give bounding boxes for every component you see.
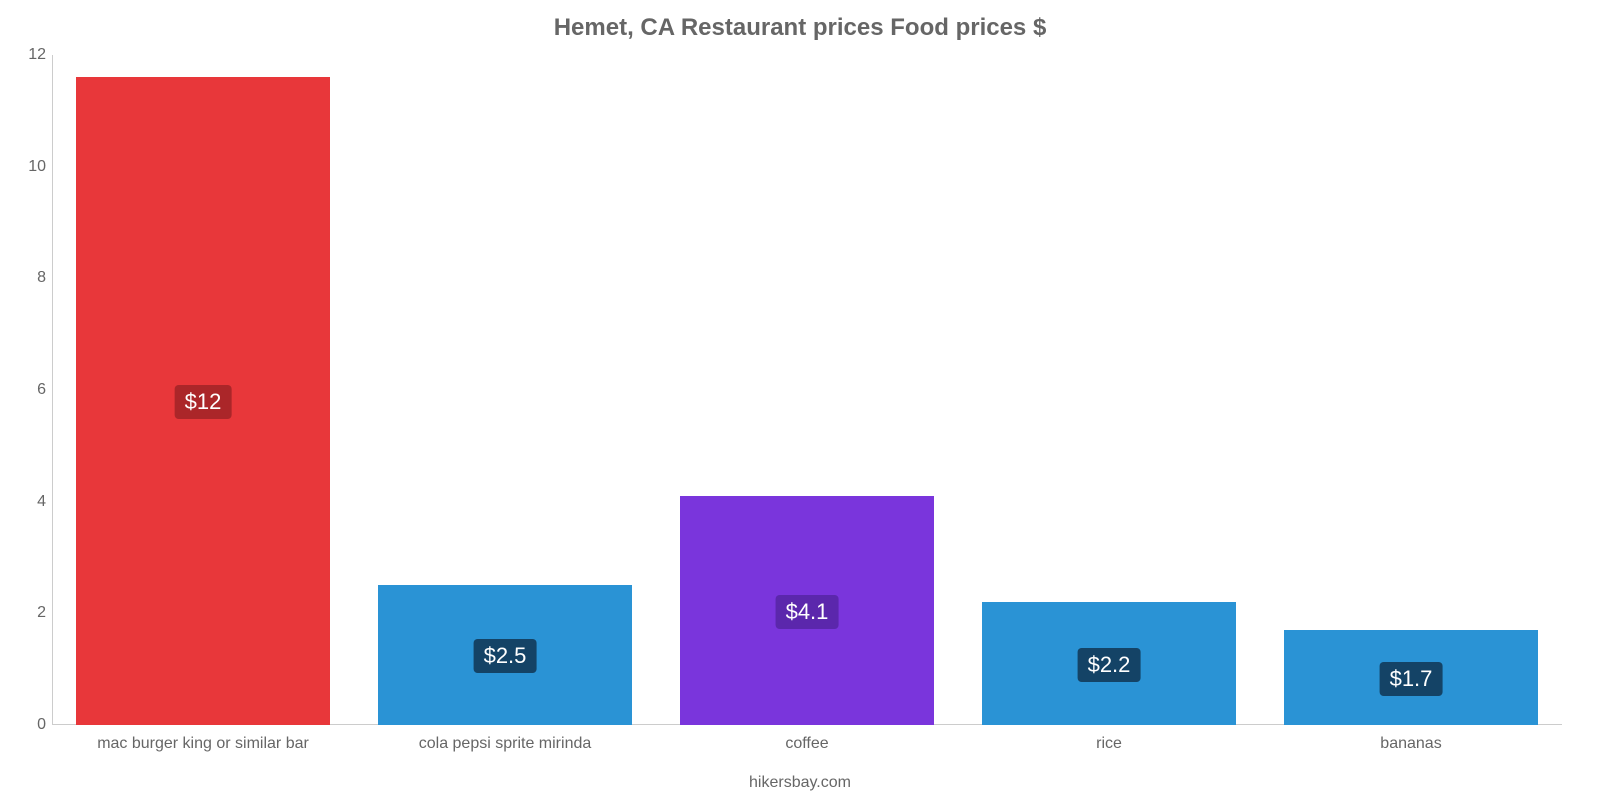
x-tick-label: cola pepsi sprite mirinda xyxy=(419,735,592,753)
y-tick-label: 4 xyxy=(12,493,46,511)
chart-plot-area: 024681012$12mac burger king or similar b… xyxy=(52,55,1562,725)
chart-footer: hikersbay.com xyxy=(0,774,1600,792)
bar-value-label: $2.5 xyxy=(474,639,537,673)
bar-value-label: $12 xyxy=(175,385,232,419)
x-tick-label: mac burger king or similar bar xyxy=(97,735,309,753)
y-tick-label: 10 xyxy=(12,158,46,176)
x-tick-label: coffee xyxy=(785,735,828,753)
bar-value-label: $1.7 xyxy=(1380,662,1443,696)
bar-value-label: $4.1 xyxy=(776,595,839,629)
x-tick-label: rice xyxy=(1096,735,1122,753)
y-tick-label: 12 xyxy=(12,46,46,64)
bar-value-label: $2.2 xyxy=(1078,648,1141,682)
y-tick-label: 6 xyxy=(12,381,46,399)
y-tick-label: 0 xyxy=(12,716,46,734)
y-axis-line xyxy=(52,55,53,725)
x-tick-label: bananas xyxy=(1380,735,1441,753)
y-tick-label: 2 xyxy=(12,604,46,622)
chart-title: Hemet, CA Restaurant prices Food prices … xyxy=(0,14,1600,42)
y-tick-label: 8 xyxy=(12,269,46,287)
